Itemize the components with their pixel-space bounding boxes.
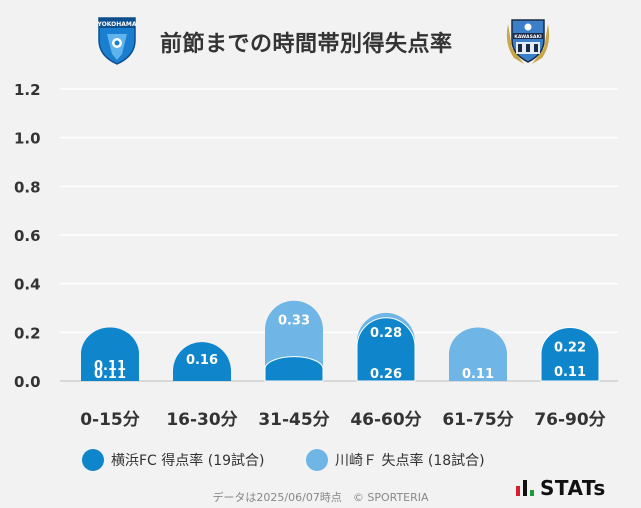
data-label-away: 0.11 [94, 359, 126, 374]
x-tick-label: 46-60分 [350, 410, 421, 430]
data-label-away: 0.33 [278, 314, 310, 329]
kawasaki-frontale-logo: KAWASAKI [504, 14, 552, 70]
legend-item-away: 川崎Ｆ 失点率 (18試合) [306, 449, 485, 471]
away-logo-lettering: KAWASAKI [514, 34, 542, 40]
stats-logo-icon [516, 480, 534, 496]
bar-home [356, 317, 416, 382]
y-tick-label: 0.8 [14, 178, 41, 196]
bar-home [540, 327, 600, 382]
yokohama-fc-logo: YOKOHAMA [95, 14, 139, 70]
stats-brand-text: STATs [540, 476, 606, 500]
data-label-away: 0.28 [370, 326, 402, 341]
legend-label-away: 川崎Ｆ 失点率 (18試合) [335, 453, 485, 469]
stats-brand: STATs [516, 476, 606, 500]
footer-note: データは2025/06/07時点 © SPORTERIA [212, 491, 429, 504]
x-tick-label: 61-75分 [442, 410, 513, 430]
y-tick-label: 0.6 [14, 227, 41, 245]
legend-item-home: 横浜FC 得点率 (19試合) [82, 449, 264, 471]
y-tick-label: 1.2 [14, 81, 41, 99]
y-tick-label: 0.0 [14, 373, 41, 391]
bar-away [449, 327, 507, 381]
data-label-home: 0.11 [94, 367, 126, 382]
data-label-away: 0.22 [554, 340, 586, 355]
x-tick-label: 31-45分 [258, 410, 329, 430]
data-label-home: 0.11 [554, 365, 586, 380]
x-tick-label: 16-30分 [166, 410, 237, 430]
page-title: 前節までの時間帯別得失点率 [160, 32, 453, 57]
bar-home [173, 342, 231, 381]
y-tick-label: 0.4 [14, 276, 41, 294]
chart-header: YOKOHAMA 前節までの時間帯別得失点率 KAWASAKI [0, 0, 641, 80]
bar-home [81, 327, 139, 381]
y-tick-label: 0.2 [14, 324, 41, 342]
x-tick-label: 76-90分 [534, 410, 605, 430]
bar-home [264, 356, 324, 382]
legend-swatch-home [82, 449, 104, 471]
data-label-home: 0.16 [186, 353, 218, 368]
home-logo-lettering: YOKOHAMA [97, 21, 137, 28]
data-label-home: 0.26 [370, 367, 402, 382]
legend-label-home: 横浜FC 得点率 (19試合) [111, 453, 265, 469]
legend-swatch-away [306, 449, 328, 471]
x-tick-label: 0-15分 [80, 410, 140, 430]
data-label-away: 0.11 [462, 367, 494, 382]
y-tick-label: 1.0 [14, 130, 41, 148]
bar-chart: 0.00.20.40.60.81.01.20.110.110-15分0.1616… [14, 81, 618, 430]
